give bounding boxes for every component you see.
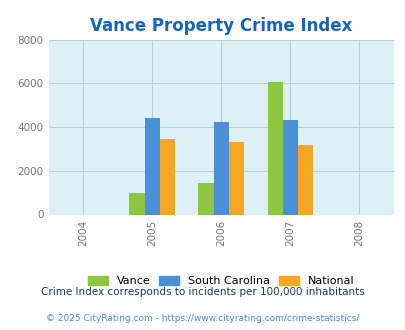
Bar	[144, 118, 160, 214]
Bar	[228, 142, 243, 214]
Title: Vance Property Crime Index: Vance Property Crime Index	[90, 17, 352, 35]
Bar	[129, 193, 144, 215]
Bar	[282, 120, 297, 214]
Bar	[198, 183, 213, 214]
Bar	[213, 121, 228, 214]
Bar	[297, 145, 312, 214]
Legend: Vance, South Carolina, National: Vance, South Carolina, National	[84, 273, 357, 290]
Text: © 2025 CityRating.com - https://www.cityrating.com/crime-statistics/: © 2025 CityRating.com - https://www.city…	[46, 314, 359, 323]
Text: Crime Index corresponds to incidents per 100,000 inhabitants: Crime Index corresponds to incidents per…	[41, 287, 364, 297]
Bar	[267, 82, 282, 214]
Bar	[160, 139, 175, 214]
